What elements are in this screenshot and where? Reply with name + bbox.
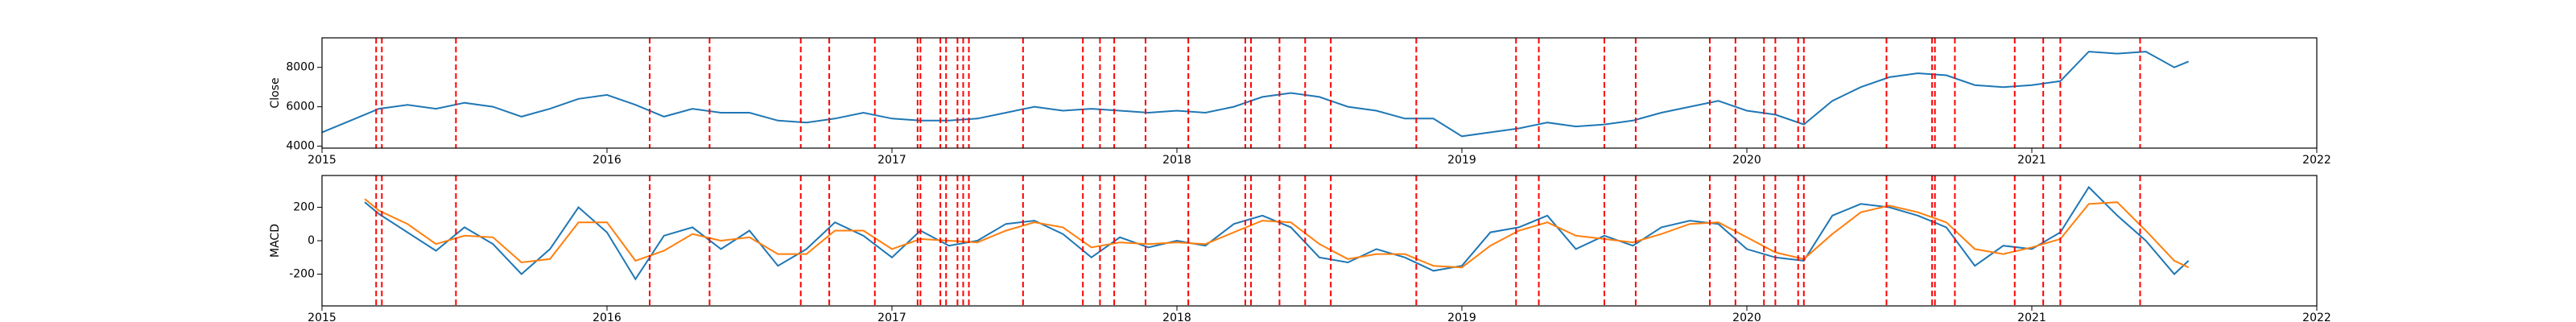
x-tick-label: 2022 [2302, 154, 2331, 167]
x-tick-label: 2015 [308, 312, 336, 322]
data-line [364, 198, 2190, 269]
y-tick-label: 0 [308, 234, 315, 247]
data-line [364, 185, 2190, 281]
x-tick-label: 2020 [1732, 312, 1761, 322]
x-tick-label: 2019 [1447, 312, 1476, 322]
y-tick-label: 200 [293, 200, 315, 213]
y-axis-label: MACD [269, 224, 282, 258]
x-tick-label: 2020 [1732, 154, 1761, 167]
x-tick-label: 2016 [592, 312, 621, 322]
x-tick-label: 2021 [2017, 312, 2046, 322]
x-tick-label: 2018 [1162, 154, 1191, 167]
y-tick-label: 8000 [286, 61, 315, 74]
x-tick-label: 2022 [2302, 312, 2331, 322]
x-tick-label: 2016 [592, 154, 621, 167]
y-axis-label: Close [269, 77, 282, 108]
x-tick-label: 2018 [1162, 312, 1191, 322]
x-tick-label: 2017 [877, 154, 906, 167]
x-tick-label: 2017 [877, 312, 906, 322]
y-tick-label: 4000 [286, 140, 315, 153]
axes-frame [321, 37, 2318, 149]
y-tick-label: -200 [289, 268, 315, 281]
data-line [321, 51, 2190, 138]
x-tick-label: 2015 [308, 154, 336, 167]
y-tick-label: 6000 [286, 101, 315, 114]
x-tick-label: 2021 [2017, 154, 2046, 167]
x-tick-label: 2019 [1447, 154, 1476, 167]
